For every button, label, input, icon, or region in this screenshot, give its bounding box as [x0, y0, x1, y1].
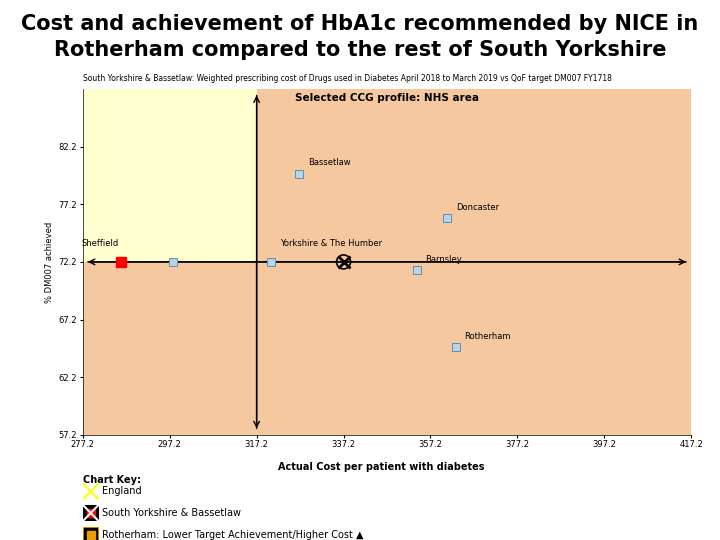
Text: Barnsley: Barnsley	[426, 255, 462, 264]
Text: Rotherham: Rotherham	[464, 333, 511, 341]
Bar	[83, 89, 256, 262]
Bar	[87, 509, 95, 517]
Text: Selected CCG profile: NHS area: Selected CCG profile: NHS area	[295, 92, 479, 103]
Bar	[256, 262, 691, 435]
Text: South Yorkshire & Bassetlaw: South Yorkshire & Bassetlaw	[102, 508, 240, 518]
Text: Cost and achievement of HbA1c recommended by NICE in: Cost and achievement of HbA1c recommende…	[22, 14, 698, 33]
Text: Actual Cost per patient with diabetes: Actual Cost per patient with diabetes	[279, 462, 485, 472]
Text: Chart Key:: Chart Key:	[83, 475, 141, 485]
Text: England: England	[102, 487, 141, 496]
Text: South Yorkshire & Bassetlaw: Weighted prescribing cost of Drugs used in Diabetes: South Yorkshire & Bassetlaw: Weighted pr…	[83, 75, 612, 83]
Bar	[87, 530, 95, 539]
Y-axis label: % DM007 achieved: % DM007 achieved	[45, 221, 55, 302]
Text: Yorkshire & The Humber: Yorkshire & The Humber	[279, 239, 382, 248]
Bar	[83, 262, 256, 435]
Text: Sheffield: Sheffield	[82, 239, 120, 248]
Text: Rotherham compared to the rest of South Yorkshire: Rotherham compared to the rest of South …	[54, 40, 666, 60]
Text: Doncaster: Doncaster	[456, 204, 499, 212]
Bar	[84, 528, 97, 540]
Text: Bassetlaw: Bassetlaw	[308, 158, 351, 167]
Text: Rotherham: Lower Target Achievement/Higher Cost ▲: Rotherham: Lower Target Achievement/High…	[102, 530, 363, 539]
Bar	[256, 89, 691, 262]
